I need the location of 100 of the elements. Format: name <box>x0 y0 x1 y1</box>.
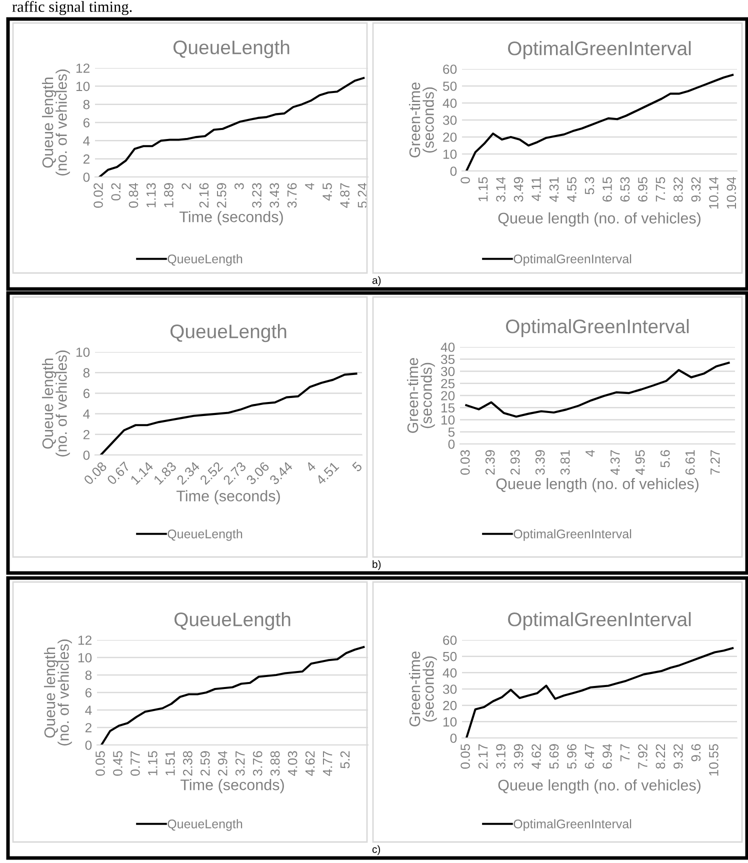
y-tick-label: 50 <box>442 82 457 91</box>
x-tick-label: 2 <box>182 183 191 190</box>
y-tick-label: 8 <box>83 368 90 378</box>
line-series <box>465 647 734 738</box>
y-tick-label: 10 <box>76 348 90 357</box>
legend-label: QueueLength <box>168 529 242 541</box>
x-tick-label: 2.16 <box>199 183 209 208</box>
x-tick-label: 3.49 <box>514 177 524 202</box>
x-tick-label: 1.15 <box>478 177 488 202</box>
y-tick-label: 8 <box>85 670 92 680</box>
x-axis-title: Time (seconds) <box>179 211 283 226</box>
x-tick-label: 2.94 <box>218 750 228 776</box>
x-tick-label: 5.69 <box>549 744 559 769</box>
x-tick-label: 3.19 <box>496 744 506 769</box>
y-tick-label: 0 <box>450 734 457 743</box>
x-tick-label: 7.27 <box>710 450 720 475</box>
x-tick-label: 5.96 <box>567 744 576 769</box>
y-tick-label: 8 <box>83 100 90 110</box>
x-tick-label: 10.94 <box>726 176 736 209</box>
x-tick-label: 3.99 <box>514 744 524 769</box>
chart-title: QueueLength <box>174 40 290 58</box>
x-tick-label: 9.6 <box>691 744 701 762</box>
text: c) <box>372 845 380 855</box>
y-axis-title: Queue length (no. of vehicles) <box>42 350 70 456</box>
y-tick-label: 5 <box>448 428 455 437</box>
chart-title: QueueLength <box>170 324 286 342</box>
x-tick-label: 2.38 <box>182 751 192 776</box>
y-tick-label: 4 <box>85 706 92 715</box>
x-axis-title: Time (seconds) <box>180 779 284 794</box>
x-tick-label: 6.15 <box>602 177 612 202</box>
x-tick-label: 6.53 <box>620 177 630 202</box>
x-tick-label: 6.94 <box>602 744 612 769</box>
x-tick-label: 7.92 <box>638 744 648 769</box>
legend-label: OptimalGreenInterval <box>514 254 632 266</box>
y-tick-label: 30 <box>442 684 457 694</box>
x-tick-label: 4.87 <box>340 183 350 208</box>
y-tick-label: 0 <box>448 440 455 449</box>
x-tick-label: 4.31 <box>549 177 559 202</box>
x-tick-label: 0.05 <box>96 751 105 776</box>
x-tick-label: 0 <box>460 177 470 184</box>
x-tick-label: 3.23 <box>252 183 262 208</box>
x-tick-label: 6.95 <box>638 177 648 202</box>
y-tick-label: 40 <box>442 668 457 678</box>
y-tick-label: 2 <box>85 723 92 732</box>
y-tick-label: 10 <box>443 717 457 727</box>
y-tick-label: 40 <box>440 342 455 352</box>
x-axis-title: Queue length (no. of vehicles) <box>496 478 698 492</box>
y-tick-label: 10 <box>78 653 92 662</box>
x-tick-label: 4.03 <box>288 751 298 776</box>
x-tick-label: 3.88 <box>270 751 280 776</box>
x-tick-label: 9.32 <box>691 177 701 202</box>
x-tick-label: 2.39 <box>485 450 495 475</box>
y-tick-label: 20 <box>443 132 457 142</box>
x-tick-label: 2.59 <box>216 183 226 208</box>
y-tick-label: 2 <box>83 154 90 164</box>
x-tick-label: 4.95 <box>635 450 645 475</box>
chart-title: OptimalGreenInterval <box>508 612 691 630</box>
x-tick-label: 2.17 <box>478 744 488 769</box>
y-tick-label: 6 <box>85 688 92 698</box>
y-tick-label: 60 <box>443 636 457 645</box>
y-axis-title: Queue length (no. of vehicles) <box>42 70 70 176</box>
x-tick-label: 4.5 <box>322 183 332 201</box>
x-tick-label: 0.84 <box>128 182 138 208</box>
x-tick-label: 5.3 <box>584 177 594 194</box>
y-tick-label: 35 <box>440 354 455 364</box>
text: b) <box>372 560 381 570</box>
x-tick-label: 4.51 <box>315 461 340 486</box>
legend-label: QueueLength <box>168 254 242 266</box>
text: a) <box>372 276 381 286</box>
x-tick-label: 3.76 <box>287 183 297 208</box>
x-tick-label: 2.59 <box>200 751 210 776</box>
y-tick-label: 2 <box>83 430 90 440</box>
y-tick-label: 20 <box>441 391 455 400</box>
y-axis-title: Queue length (no. of vehicles) <box>44 640 72 746</box>
x-tick-label: 4 <box>586 450 595 457</box>
x-tick-label: 0.77 <box>130 751 140 776</box>
x-tick-label: 5.2 <box>340 751 350 768</box>
legend-label: QueueLength <box>168 819 242 831</box>
legend-label: OptimalGreenInterval <box>514 529 632 541</box>
x-axis-title: Queue length (no. of vehicles) <box>498 779 700 794</box>
x-tick-label: 3.76 <box>252 751 262 776</box>
y-tick-label: 6 <box>83 388 90 398</box>
x-tick-label: 0.08 <box>83 461 108 486</box>
x-tick-label: 5 <box>352 461 363 472</box>
y-tick-label: 30 <box>440 366 455 376</box>
text: raffic signal timing. <box>12 1 132 16</box>
y-tick-label: 0 <box>450 166 457 176</box>
x-tick-label: 0.02 <box>94 183 103 208</box>
y-tick-label: 30 <box>442 116 457 125</box>
line-series <box>98 76 365 177</box>
x-tick-label: 4.77 <box>322 751 332 776</box>
x-tick-label: 10.55 <box>709 744 718 776</box>
x-tick-label: 3.81 <box>560 450 570 475</box>
chart-title: QueueLength <box>174 612 290 630</box>
y-tick-label: 10 <box>76 82 90 92</box>
x-tick-label: 4 <box>305 461 316 472</box>
y-axis-title: Green-time (seconds) <box>408 651 437 726</box>
x-tick-label: 8.22 <box>656 744 666 769</box>
x-tick-label: 4.37 <box>610 450 620 475</box>
x-axis-title: Time (seconds) <box>176 490 280 504</box>
